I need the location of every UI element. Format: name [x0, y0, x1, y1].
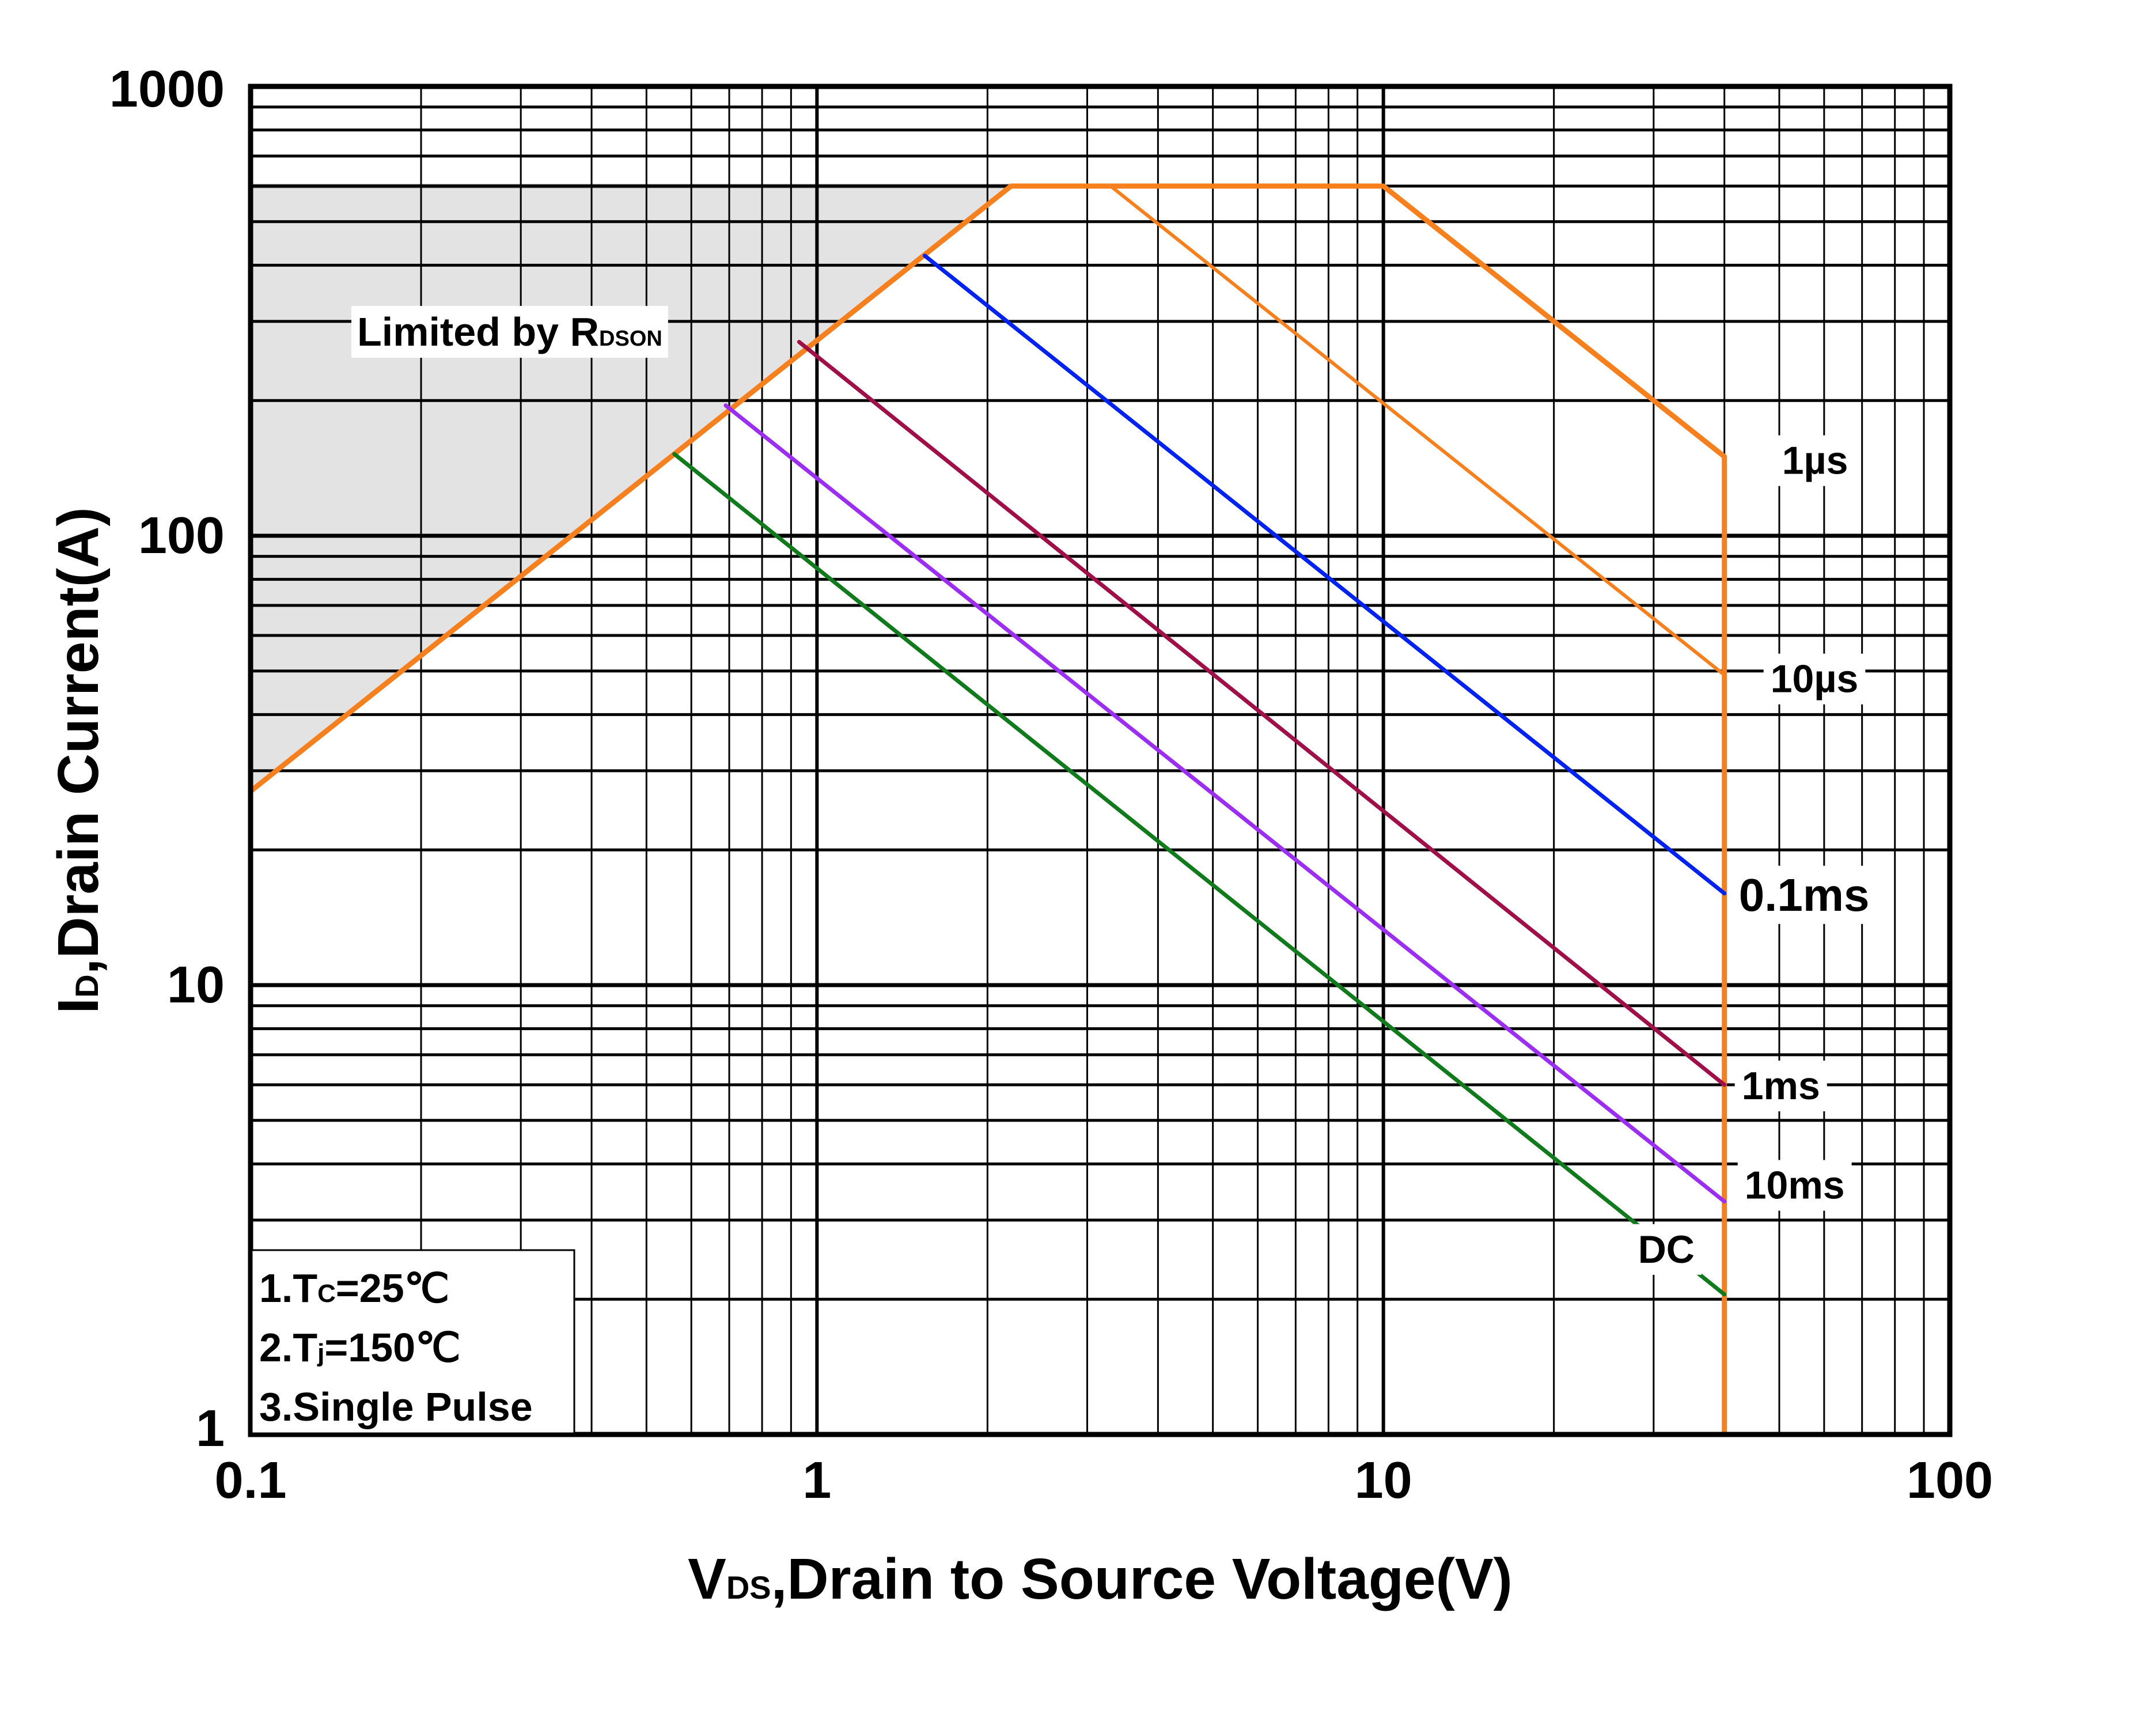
condition-note-1: 1.TC=25℃ [259, 1266, 449, 1311]
series-label-bg-5 [1631, 1224, 1702, 1275]
series-label-bg-1 [1763, 653, 1866, 705]
y-tick-label: 100 [138, 507, 225, 565]
y-tick-label: 10 [167, 956, 225, 1014]
series-line-3 [797, 340, 1727, 1087]
y-axis-label: ID,Drain Current(A) [46, 507, 111, 1013]
x-tick-label: 0.1 [214, 1452, 286, 1509]
series-line-2 [922, 253, 1727, 896]
series-label-bg-0 [1775, 435, 1855, 486]
y-tick-label: 1000 [109, 60, 225, 118]
series-line-5 [672, 452, 1727, 1297]
series-label-0: 1µs [1782, 439, 1848, 483]
region-label: Limited by RDSON [357, 309, 662, 354]
region-label-bg [351, 306, 668, 358]
series-label-5: DC [1638, 1228, 1695, 1271]
series-line-4 [723, 403, 1727, 1204]
condition-note-2: 2.Tj=150℃ [259, 1325, 461, 1370]
series-line-1 [1109, 184, 1726, 677]
series-label-3: 1ms [1742, 1064, 1820, 1108]
series-label-bg-2 [1731, 865, 1877, 924]
series-label-1: 10µs [1771, 657, 1859, 701]
condition-note-3: 3.Single Pulse [259, 1384, 533, 1429]
series-label-4: 10ms [1745, 1164, 1845, 1207]
series-label-bg-3 [1734, 1061, 1827, 1112]
plot-frame [248, 84, 1953, 1437]
x-tick-label: 1 [802, 1452, 831, 1509]
series-label-2: 0.1ms [1739, 869, 1870, 921]
series-label-bg-4 [1737, 1160, 1852, 1211]
x-tick-label: 100 [1907, 1452, 1993, 1509]
x-axis-label: VDS,Drain to Source Voltage(V) [688, 1547, 1513, 1611]
series-line-0 [248, 183, 1727, 1437]
conditions-box [251, 1249, 575, 1434]
x-tick-label: 10 [1355, 1452, 1412, 1509]
y-tick-label: 1 [196, 1400, 225, 1458]
